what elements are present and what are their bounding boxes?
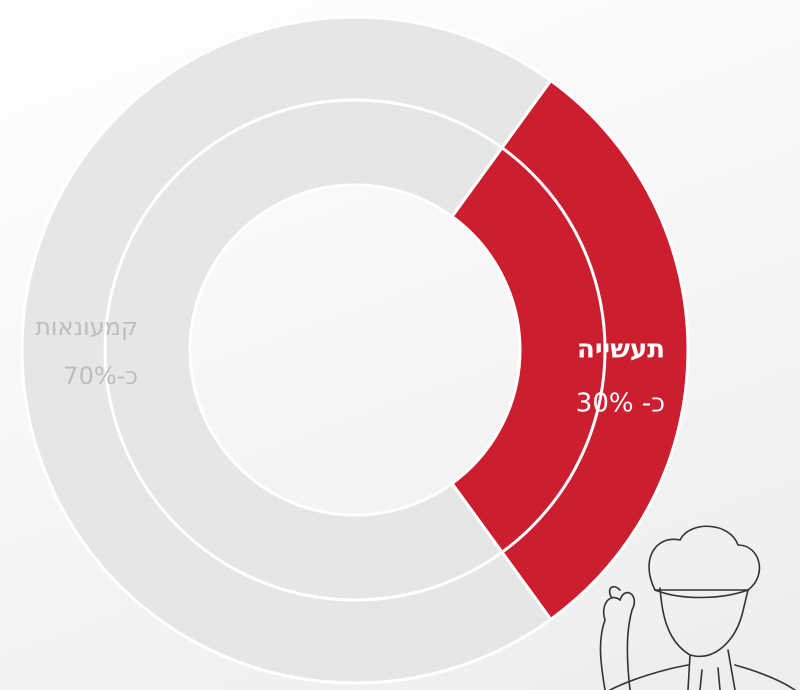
chef-illustration (599, 525, 796, 690)
donut-slice (20, 15, 553, 685)
inner-ring (103, 98, 607, 602)
category-label: תעשייה (577, 335, 665, 365)
value-label: כ-70% (63, 362, 138, 390)
donut (20, 15, 690, 685)
value-label: כ- 30% (576, 389, 665, 419)
donut-slice (449, 78, 690, 622)
category-label: קמעונאות (35, 313, 138, 341)
